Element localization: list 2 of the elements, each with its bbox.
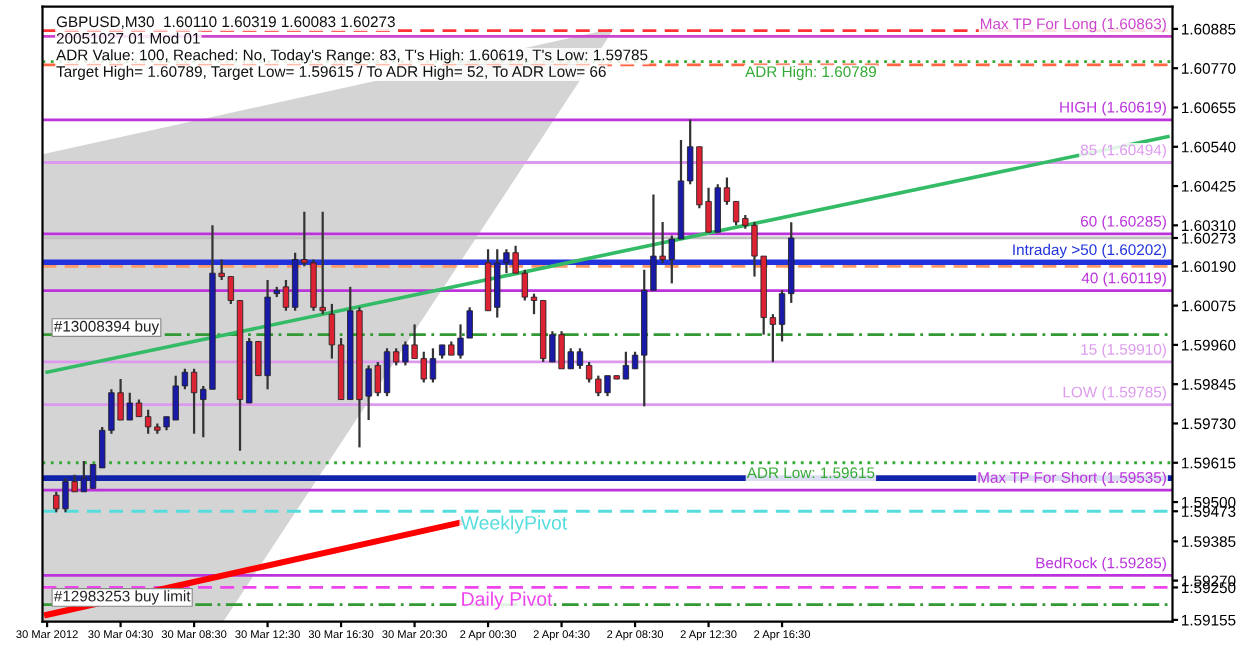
ref-line-label: WeeklyPivot (460, 515, 568, 534)
ref-line-label: Daily Pivot (462, 591, 553, 610)
